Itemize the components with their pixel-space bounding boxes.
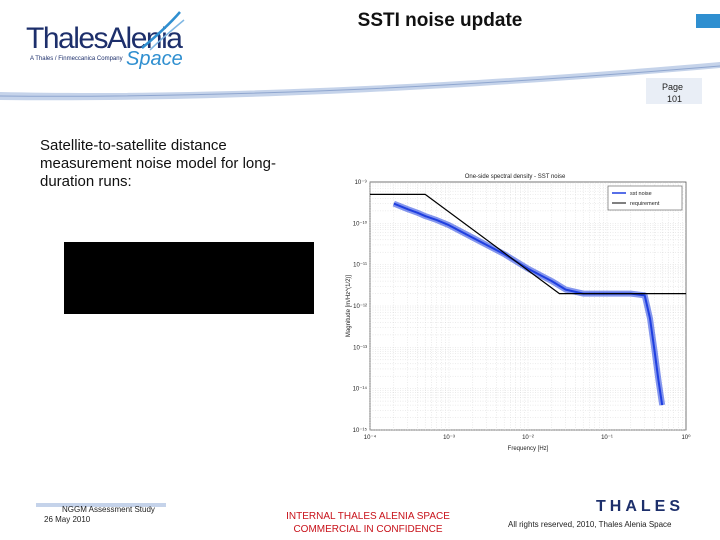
- logo-tagline: A Thales / Finmeccanica Company: [30, 56, 123, 62]
- logo-swoosh-icon: [141, 11, 185, 51]
- footer-date: 26 May 2010: [44, 515, 91, 524]
- psd-chart: One-side spectral density - SST noise 10…: [346, 174, 691, 452]
- x-tick-label: 10⁰: [681, 434, 691, 441]
- footer-bar: [36, 503, 166, 507]
- page-label: Page: [662, 82, 684, 92]
- y-axis-label: Magnitude [m/Hz^(1/2)]: [346, 275, 352, 338]
- redacted-box: [64, 242, 314, 314]
- page-number-box: [646, 78, 702, 104]
- y-tick-label: 10⁻¹⁴: [353, 386, 368, 393]
- y-tick-label: 10⁻¹⁵: [353, 427, 368, 434]
- confidential-line-1: INTERNAL THALES ALENIA SPACE: [286, 511, 450, 522]
- chart-title: One-side spectral density - SST noise: [465, 174, 566, 180]
- y-tick-label: 10⁻¹³: [353, 345, 367, 351]
- legend-requirement: requirement: [630, 201, 660, 207]
- logo-space-text: Space: [126, 48, 183, 70]
- series-line-sst-noise: [393, 202, 664, 406]
- legend: sst noise requirement: [607, 185, 683, 211]
- x-axis-label: Frequency [Hz]: [508, 446, 549, 452]
- y-tick-label: 10⁻¹⁰: [353, 220, 368, 227]
- y-tick-label: 10⁻⁹: [355, 179, 368, 186]
- x-tick-label: 10⁻³: [443, 435, 455, 441]
- series-group: [370, 193, 686, 406]
- slide-title: SSTI noise update: [357, 10, 523, 31]
- thales-logo: THALES: [596, 498, 684, 515]
- body-text: Satellite-to-satellite distance measurem…: [40, 137, 276, 190]
- legend-sst-noise: sst noise: [630, 191, 652, 197]
- copyright-text: All rights reserved, 2010, Thales Alenia…: [508, 520, 672, 529]
- y-tick-label: 10⁻¹¹: [353, 263, 367, 269]
- page-number: 101: [667, 94, 683, 104]
- series-line-requirement: [370, 193, 686, 295]
- x-tick-labels: 10⁻⁴ 10⁻³ 10⁻² 10⁻¹ 10⁰: [364, 434, 691, 441]
- x-tick-label: 10⁻⁴: [364, 434, 377, 441]
- x-tick-label: 10⁻²: [522, 435, 534, 441]
- company-logo-text: ThalesAlenia: [26, 22, 183, 55]
- footer-study-name: NGGM Assessment Study: [62, 505, 155, 514]
- confidential-line-2: COMMERCIAL IN CONFIDENCE: [293, 524, 443, 535]
- y-tick-label: 10⁻¹²: [353, 304, 367, 310]
- x-tick-label: 10⁻¹: [601, 435, 613, 441]
- y-tick-labels: 10⁻⁹ 10⁻¹⁰ 10⁻¹¹ 10⁻¹² 10⁻¹³ 10⁻¹⁴ 10⁻¹⁵: [353, 179, 368, 434]
- header-swoosh: [0, 14, 720, 101]
